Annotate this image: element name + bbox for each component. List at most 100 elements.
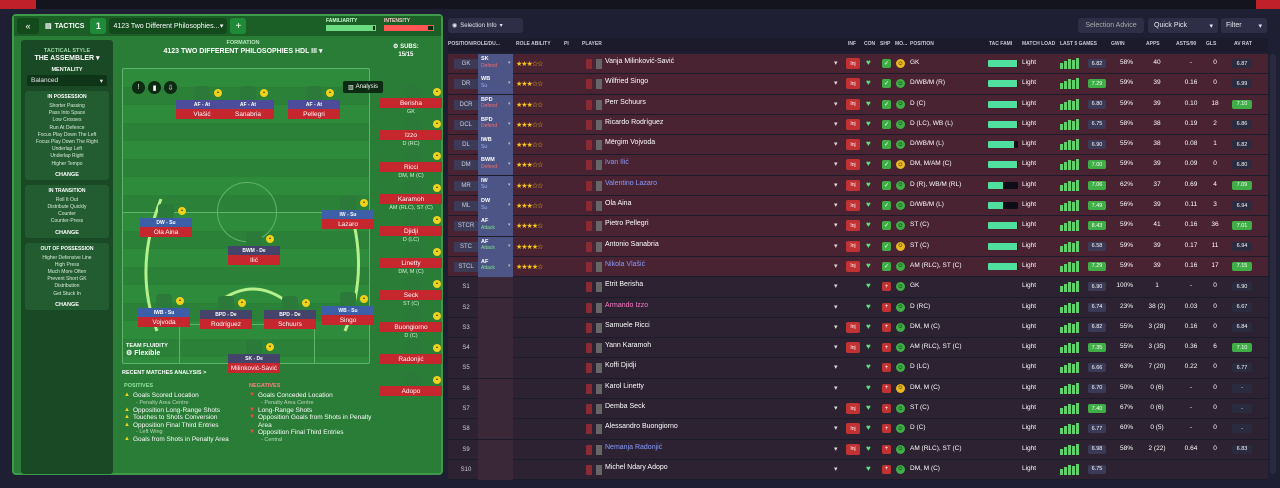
position-slot[interactable]: S4 (462, 345, 470, 352)
player-name[interactable]: Michel Ndary Adopo (605, 463, 668, 471)
player-name[interactable]: Pietro Pellegri (605, 220, 649, 228)
change-button[interactable]: CHANGE (55, 171, 79, 178)
tactic-select[interactable]: 4123 Two Different Philosophies... ▾ (109, 18, 228, 34)
column-header[interactable]: ASTS/90 (1176, 41, 1197, 47)
chevron-down-icon[interactable]: ▾ (508, 120, 511, 127)
selection-advice-button[interactable]: Selection Advice (1078, 18, 1144, 33)
change-button[interactable]: CHANGE (55, 301, 79, 308)
sub-player[interactable]: Radonjić (380, 354, 442, 365)
position-slot[interactable]: STCR (454, 221, 478, 232)
position-slot[interactable]: DM (454, 160, 478, 171)
analysis-item[interactable]: ▼ Opposition Goals from Shots in Penalty … (249, 414, 372, 429)
position-slot[interactable]: S5 (462, 365, 470, 372)
analysis-button[interactable]: ▥ Analysis (343, 81, 383, 93)
table-row[interactable]: GK SK Defend ▾ ★★★☆☆ Vanja Milinković-Savić ▾ I… (448, 54, 1268, 75)
injury-badge[interactable]: Inj (846, 58, 860, 69)
injury-badge[interactable]: Inj (846, 240, 860, 252)
role-cell[interactable]: BPD Defend (478, 94, 513, 115)
column-header[interactable]: GLS (1206, 41, 1217, 47)
chevron-down-icon[interactable]: ▾ (508, 141, 511, 148)
formation-select[interactable]: 4123 TWO DIFFERENT PHILOSOPHIES HDL III … (163, 48, 323, 55)
injury-badge[interactable]: Inj (846, 342, 860, 354)
player-name[interactable]: Demba Seck (605, 403, 646, 411)
style-select[interactable]: THE ASSEMBLER ▾ (34, 55, 100, 62)
table-row[interactable]: S2 Armando Izzo ▾ ♥ + ☺ D (RC) Light 6.74 23% 38 (… (448, 297, 1268, 318)
change-button[interactable]: CHANGE (55, 229, 79, 236)
filter-button[interactable]: Filter ▾ (1221, 18, 1267, 33)
recent-title[interactable]: RECENT MATCHES ANALYSIS > (122, 370, 207, 376)
sub-player[interactable]: Linetty DM, M (C) (380, 258, 442, 275)
role-cell[interactable]: BWM Defend (478, 155, 513, 176)
sub-player[interactable]: Djidji D (LC) (380, 226, 442, 243)
role-cell[interactable]: DW Su (478, 196, 513, 217)
table-row[interactable]: ML DW Su ▾ ★★★☆☆ Ola Aina ▾ Inj ♥ ✓ ☺ D/WB/M (L) Lig… (448, 196, 1268, 217)
column-header[interactable]: CON (864, 41, 876, 47)
column-header[interactable]: TAC FAMI (989, 41, 1013, 47)
chevron-down-icon[interactable]: ▾ (508, 80, 511, 87)
column-header[interactable]: APPS (1146, 41, 1160, 47)
analysis-item[interactable]: ▲ Goals Scored Location (124, 392, 199, 399)
injury-badge[interactable]: Inj (846, 98, 860, 110)
player-name[interactable]: Antonio Sanabria (605, 240, 659, 248)
chevron-down-icon[interactable]: ▾ (834, 323, 838, 331)
injury-badge[interactable]: Inj (846, 321, 860, 333)
analysis-item[interactable]: ▲ Touches to Shots Conversion (124, 414, 218, 421)
collapse-button[interactable]: « (17, 18, 39, 34)
position-slot[interactable]: DCR (454, 99, 478, 110)
table-row[interactable]: S3 Samuele Ricci ▾ Inj ♥ + ☺ DM, M (C) Light 6.82… (448, 317, 1268, 339)
position-slot[interactable]: MR (454, 180, 478, 191)
column-header[interactable]: PLAYER (582, 41, 602, 47)
position-slot[interactable]: S2 (462, 304, 470, 311)
chevron-down-icon[interactable]: ▾ (508, 222, 511, 229)
column-header[interactable]: POSITION/ROLE/DU... (448, 41, 500, 47)
role-cell[interactable]: SK Defend (478, 54, 513, 74)
instructions-icon[interactable]: ! (132, 81, 145, 94)
table-row[interactable]: S8 Alessandro Buongiorno ▾ Inj ♥ + ☺ D (C) Light… (448, 419, 1268, 440)
chevron-down-icon[interactable]: ▾ (834, 384, 838, 392)
injury-badge[interactable]: Inj (846, 159, 860, 171)
injury-badge[interactable]: Inj (846, 139, 860, 151)
add-tactic-button[interactable]: + (230, 18, 247, 34)
pitch-player[interactable]: WB - Su Singo (322, 306, 374, 325)
player-name[interactable]: Wilfried Singo (605, 78, 649, 86)
player-name[interactable]: Armando Izzo (605, 301, 649, 309)
chevron-down-icon[interactable]: ▾ (834, 141, 838, 149)
chevron-down-icon[interactable]: ▾ (834, 364, 838, 372)
column-header[interactable]: AV RAT (1234, 41, 1252, 47)
chevron-down-icon[interactable]: ▾ (834, 405, 838, 413)
column-header[interactable]: GWIN (1111, 41, 1125, 47)
position-slot[interactable]: S8 (462, 426, 470, 433)
player-name[interactable]: Perr Schuurs (605, 98, 646, 106)
chevron-down-icon[interactable]: ▾ (834, 425, 838, 433)
injury-badge[interactable]: Inj (846, 179, 860, 191)
table-row[interactable]: S7 Demba Seck ▾ Inj ♥ + ☺ ST (C) Light 7.40 67% 0 (… (448, 399, 1268, 420)
role-cell[interactable]: AF Attack (478, 256, 513, 277)
chevron-down-icon[interactable]: ▾ (834, 445, 838, 453)
role-cell[interactable]: BPD Defend (478, 114, 513, 135)
chevron-down-icon[interactable]: ▾ (508, 262, 511, 269)
pitch-player[interactable]: AF - At Vlašić (176, 100, 228, 119)
injury-badge[interactable]: Inj (846, 200, 860, 212)
mentality-select[interactable]: Balanced ▾ (27, 75, 107, 86)
position-slot[interactable]: S10 (460, 466, 472, 473)
injury-badge[interactable]: Inj (846, 78, 860, 90)
column-header[interactable]: MATCH LOAD (1022, 41, 1056, 47)
table-row[interactable]: S6 Karol Linetty ▾ ♥ + ☺ DM, M (C) Light 6.70 50%… (448, 378, 1268, 400)
chevron-down-icon[interactable]: ▾ (834, 303, 838, 311)
table-row[interactable]: S4 Yann Karamoh ▾ Inj ♥ + ☺ AM (RLC), ST (C) Lig… (448, 338, 1268, 359)
table-row[interactable]: STCL AF Attack ▾ ★★★★☆ Nikola Vlašić ▾ Inj ♥ ✓ ☺ AM… (448, 256, 1268, 278)
injury-badge[interactable]: Inj (846, 260, 860, 272)
position-slot[interactable]: DL (454, 140, 478, 151)
player-name[interactable]: Nemanja Radonjić (605, 443, 663, 451)
table-row[interactable]: STC AF Attack ▾ ★★★★☆ Antonio Sanabria ▾ Inj ♥ ✓ ☺… (448, 236, 1268, 257)
role-cell[interactable]: AF Attack (478, 216, 513, 237)
column-header[interactable]: ROLE ABILITY (516, 41, 551, 47)
injury-badge[interactable]: Inj (846, 220, 860, 232)
player-name[interactable]: Valentino Lazaro (605, 179, 658, 187)
table-row[interactable]: DR WB Su ▾ ★★★☆☆ Wilfried Singo ▾ Inj ♥ ✓ ☺ D/WB/M … (448, 74, 1268, 95)
position-slot[interactable]: S6 (462, 385, 470, 392)
pitch-player[interactable]: BPD - De Schuurs (264, 310, 316, 329)
chevron-down-icon[interactable]: ▾ (834, 80, 838, 88)
sub-player[interactable]: Ricci DM, M (C) (380, 162, 442, 179)
chevron-down-icon[interactable]: ▾ (834, 344, 838, 352)
